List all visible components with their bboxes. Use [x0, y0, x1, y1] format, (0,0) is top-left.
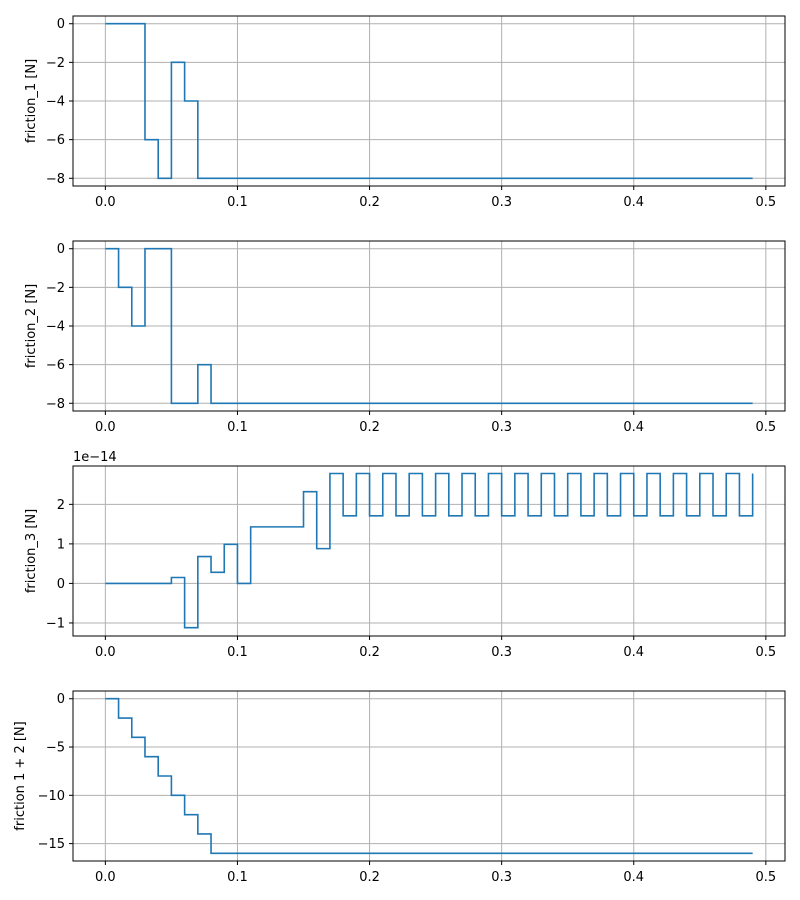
axes-frame-3 [72, 465, 786, 637]
xtick-label-3-2: 0.2 [359, 645, 380, 660]
xtick-label-1-1: 0.1 [227, 195, 248, 210]
ytick-label-1-0: 0 [57, 17, 65, 32]
ytick-label-1-4: −8 [46, 172, 65, 187]
xtick-label-1-5: 0.5 [756, 195, 777, 210]
xtick-label-2-2: 0.2 [359, 420, 380, 435]
xtick-label-1-3: 0.3 [491, 195, 512, 210]
xtick-label-4-2: 0.2 [359, 870, 380, 885]
ytick-label-2-0: 0 [57, 242, 65, 257]
xtick-label-4-4: 0.4 [623, 870, 644, 885]
series-line-2 [105, 247, 753, 405]
xtick-label-3-5: 0.5 [756, 645, 777, 660]
xtick-label-2-3: 0.3 [491, 420, 512, 435]
subplot-4: 0.0 0.1 0.2 0.3 0.4 0.5 0 −5 −10 −15 friction 1 +… [13, 690, 786, 885]
ytick-label-2-4: −8 [46, 397, 65, 412]
xtick-label-2-5: 0.5 [756, 420, 777, 435]
series-line-4 [105, 697, 753, 855]
ytick-label-3-1: 1 [57, 537, 65, 552]
ytick-label-1-3: −6 [46, 133, 65, 148]
xtick-label-1-0: 0.0 [95, 195, 116, 210]
ylabel-1: friction_1 [N] [24, 59, 39, 143]
ylabel-2: friction_2 [N] [24, 284, 39, 368]
subplot-3: 0.0 0.1 0.2 0.3 0.4 0.5 2 1 0 −1 friction_3 [N] 1… [24, 450, 786, 660]
xtick-label-2-4: 0.4 [623, 420, 644, 435]
xtick-label-4-5: 0.5 [756, 870, 777, 885]
xtick-label-2-0: 0.0 [95, 420, 116, 435]
ylabel-3: friction_3 [N] [24, 509, 39, 593]
xtick-label-1-2: 0.2 [359, 195, 380, 210]
ytick-label-2-1: −2 [46, 281, 65, 296]
ytick-label-3-3: −1 [46, 616, 65, 631]
series-line-1 [105, 22, 753, 180]
series-line-3 [105, 472, 754, 629]
xtick-label-3-4: 0.4 [623, 645, 644, 660]
xtick-label-3-1: 0.1 [227, 645, 248, 660]
axes-frame-4 [72, 690, 786, 862]
ytick-label-2-2: −4 [46, 320, 65, 335]
ytick-label-1-1: −2 [46, 56, 65, 71]
xtick-label-4-3: 0.3 [491, 870, 512, 885]
xtick-label-3-0: 0.0 [95, 645, 116, 660]
subplot-1: 0.0 0.1 0.2 0.3 0.4 0.5 0 −2 −4 −6 −8 friction_1 [… [24, 15, 786, 210]
xtick-label-4-1: 0.1 [227, 870, 248, 885]
xtick-label-3-3: 0.3 [491, 645, 512, 660]
xtick-label-1-4: 0.4 [623, 195, 644, 210]
ytick-label-3-0: 2 [57, 498, 65, 513]
subplot-2: 0.0 0.1 0.2 0.3 0.4 0.5 0 −2 −4 −6 −8 friction_2 [… [24, 240, 786, 435]
offset-label-3: 1e−14 [73, 450, 117, 465]
ytick-label-4-0: 0 [57, 692, 65, 707]
ytick-label-3-2: 0 [57, 577, 65, 592]
xtick-label-2-1: 0.1 [227, 420, 248, 435]
ytick-label-2-3: −6 [46, 358, 65, 373]
ytick-label-4-2: −10 [38, 789, 65, 804]
ytick-label-4-3: −15 [38, 837, 65, 852]
xtick-label-4-0: 0.0 [95, 870, 116, 885]
ylabel-4: friction 1 + 2 [N] [13, 721, 28, 830]
ytick-label-1-2: −4 [46, 95, 65, 110]
ytick-label-4-1: −5 [46, 741, 65, 756]
